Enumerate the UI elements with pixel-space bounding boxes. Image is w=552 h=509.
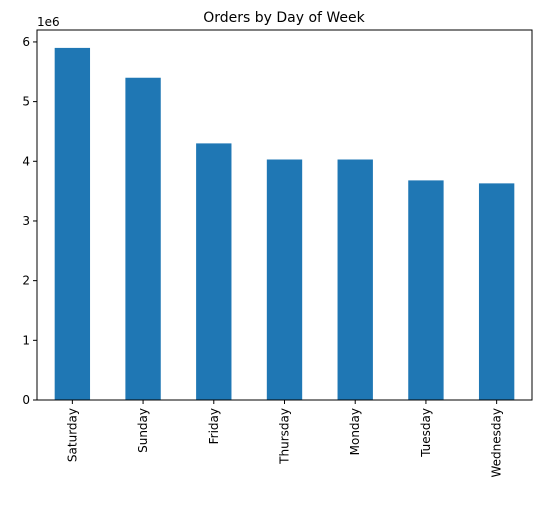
y-tick-label: 4 bbox=[22, 154, 30, 168]
chart-title: Orders by Day of Week bbox=[203, 10, 365, 26]
bar-wednesday bbox=[478, 183, 515, 400]
x-tick-label-thursday: Thursday bbox=[278, 408, 292, 465]
y-tick-label: 3 bbox=[22, 214, 30, 228]
y-ticks-layer: 0 1 2 3 4 5 6 bbox=[22, 35, 37, 407]
y-tick-label: 1 bbox=[22, 333, 30, 347]
y-tick-label: 6 bbox=[22, 35, 30, 49]
bar-monday bbox=[337, 159, 373, 400]
y-tick-label: 0 bbox=[22, 393, 30, 407]
x-tick-label-wednesday: Wednesday bbox=[490, 408, 504, 477]
x-ticks-layer: Saturday Sunday Friday Thursday Monday Tuesda… bbox=[65, 400, 504, 477]
x-tick-label-tuesday: Tuesday bbox=[419, 408, 433, 458]
bars-layer bbox=[54, 47, 515, 401]
x-tick-label-monday: Monday bbox=[348, 408, 362, 455]
x-tick-label-saturday: Saturday bbox=[65, 408, 79, 462]
y-axis-offset-text: 1e6 bbox=[37, 15, 60, 29]
x-tick-label-friday: Friday bbox=[207, 408, 221, 444]
bar-tuesday bbox=[408, 180, 444, 400]
x-tick-label-sunday: Sunday bbox=[136, 408, 150, 453]
y-tick-label: 5 bbox=[22, 95, 30, 109]
bar-sunday bbox=[125, 77, 161, 401]
bar-friday bbox=[196, 143, 232, 400]
y-tick-label: 2 bbox=[22, 274, 30, 288]
bar-thursday bbox=[266, 159, 303, 400]
bar-saturday bbox=[54, 47, 91, 401]
